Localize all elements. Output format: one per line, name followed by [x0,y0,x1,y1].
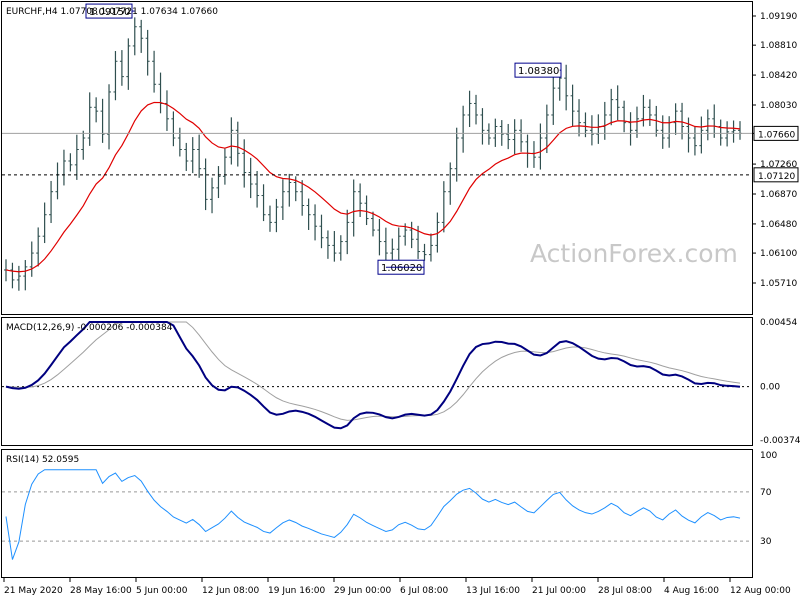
current-price-label: 1.07660 [758,130,795,140]
macd-title: MACD(12,26,9) -0.000206 -0.000384 [6,323,173,333]
price-annotation-label: 1.08380 [518,66,559,77]
price-tick-label: 1.06480 [760,220,797,230]
x-tick-label: 12 Jun 08:00 [202,586,259,596]
price-tick-label: 1.09190 [760,12,797,22]
price-annotation-label: 1.06020 [381,263,422,274]
x-tick-label: 12 Aug 00:00 [730,586,791,596]
rsi-line [5,469,741,560]
rsi-pane [1,449,753,578]
support-level-label: 1.07120 [758,172,795,182]
x-tick-label: 19 Jun 16:00 [268,586,325,596]
x-tick-label: 28 Jul 08:00 [598,586,652,596]
x-tick-label: 4 Aug 16:00 [664,586,719,596]
price-tick-label: 1.05710 [760,279,797,289]
macd-tick-label: 0.00454 [760,318,797,328]
x-tick-label: 29 Jun 00:00 [334,586,391,596]
support-level-box [753,167,799,183]
price-tick-label: 1.08030 [760,101,797,111]
price-tick-label: 1.08810 [760,41,797,51]
price-tick-label: 1.08420 [760,71,797,81]
x-tick-label: 21 May 2020 [4,586,63,596]
rsi-tick-label: 100 [760,451,777,461]
macd-pane [1,317,753,446]
price-pane [1,1,753,315]
macd-line [5,321,741,430]
rsi-tick-label: 30 [760,537,772,547]
watermark: ActionForex.com [530,239,738,268]
x-tick-label: 5 Jun 00:00 [136,586,188,596]
macd-tick-label: 0.00 [760,383,780,393]
x-tick-label: 28 May 16:00 [70,586,132,596]
x-tick-label: 6 Jul 08:00 [400,586,449,596]
rsi-title: RSI(14) 52.0595 [6,455,79,465]
macd-tick-label: -0.003745 [760,436,800,446]
x-tick-label: 13 Jul 16:00 [466,586,520,596]
price-annotation-label: 1.09150 [89,7,130,18]
current-price-box [753,125,799,141]
x-tick-label: 21 Jul 00:00 [532,586,586,596]
rsi-tick-label: 70 [760,488,772,498]
price-tick-label: 1.06870 [760,190,797,200]
price-tick-label: 1.07260 [760,160,797,170]
price-title: EURCHF,H4 1.07708 1.07721 1.07634 1.0766… [6,7,218,17]
price-tick-label: 1.06100 [760,249,797,259]
